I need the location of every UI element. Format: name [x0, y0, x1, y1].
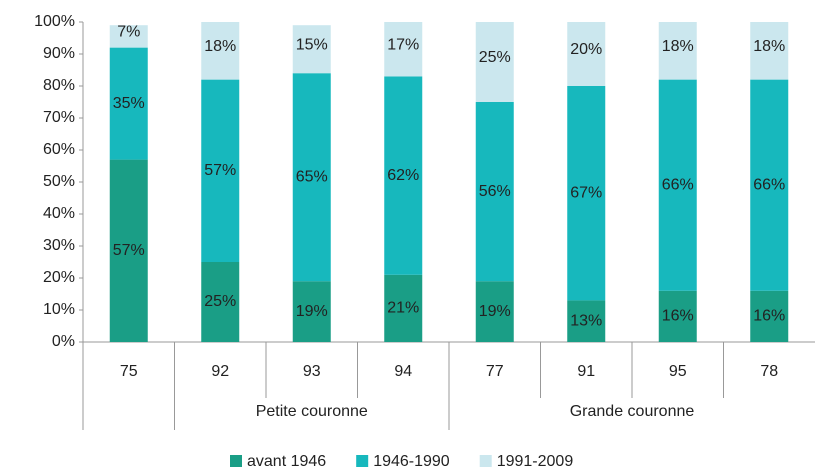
- bar-segment: [292, 281, 331, 342]
- legend-swatch: [230, 455, 242, 467]
- x-tick-label: 95: [669, 363, 687, 380]
- data-label: 67%: [570, 184, 602, 201]
- data-label: 19%: [296, 303, 328, 320]
- data-label: 16%: [662, 308, 694, 325]
- data-label: 35%: [113, 95, 145, 112]
- y-tick-label: 30%: [43, 237, 75, 254]
- legend-label: avant 1946: [247, 453, 326, 470]
- data-label: 62%: [387, 167, 419, 184]
- y-tick-label: 80%: [43, 77, 75, 94]
- bar-segment: [109, 25, 148, 48]
- bar-segment: [658, 22, 697, 80]
- x-tick-label: 94: [394, 363, 412, 380]
- data-label: 66%: [662, 176, 694, 193]
- group-label: Petite couronne: [256, 403, 368, 420]
- bar-segment: [201, 79, 240, 262]
- bar-segment: [475, 102, 514, 282]
- y-tick-label: 70%: [43, 109, 75, 126]
- data-label: 16%: [753, 308, 785, 325]
- x-tick-label: 93: [303, 363, 321, 380]
- bar-segment: [292, 73, 331, 282]
- legend-swatch: [356, 455, 369, 467]
- bar-segment: [384, 22, 423, 77]
- bar-segment: [567, 86, 606, 301]
- y-tick-label: 10%: [43, 301, 75, 318]
- data-label: 20%: [570, 41, 602, 58]
- bar-segment: [109, 47, 148, 160]
- data-label: 19%: [479, 303, 511, 320]
- data-label: 57%: [204, 162, 236, 179]
- bar-segment: [292, 25, 331, 74]
- bar-segment: [201, 22, 240, 80]
- data-label: 25%: [479, 49, 511, 66]
- legend-label: 1946-1990: [373, 453, 450, 470]
- data-label: 65%: [296, 168, 328, 185]
- legend-label: 1991-2009: [497, 453, 574, 470]
- data-label: 17%: [387, 36, 419, 53]
- data-label: 66%: [753, 176, 785, 193]
- data-label: 25%: [204, 293, 236, 310]
- data-label: 21%: [387, 300, 419, 317]
- data-label: 57%: [113, 242, 145, 259]
- bar-segment: [658, 79, 697, 291]
- bar-segment: [567, 300, 606, 342]
- legend-swatch: [479, 455, 492, 467]
- data-label: 18%: [753, 38, 785, 55]
- bar-segment: [750, 290, 789, 342]
- y-tick-label: 50%: [43, 173, 75, 190]
- bar-segment: [750, 79, 789, 291]
- data-label: 56%: [479, 183, 511, 200]
- x-tick-label: 75: [120, 363, 138, 380]
- x-tick-label: 77: [486, 363, 504, 380]
- bar-segment: [384, 76, 423, 275]
- y-tick-label: 0%: [52, 333, 75, 350]
- bar-segment: [658, 290, 697, 342]
- y-tick-label: 60%: [43, 141, 75, 158]
- bar-segment: [475, 22, 514, 102]
- y-tick-label: 20%: [43, 269, 75, 286]
- x-tick-label: 91: [577, 363, 595, 380]
- x-tick-label: 78: [760, 363, 778, 380]
- y-tick-label: 40%: [43, 205, 75, 222]
- y-tick-label: 100%: [34, 13, 75, 30]
- data-label: 15%: [296, 36, 328, 53]
- group-label: Grande couronne: [570, 403, 695, 420]
- data-label: 18%: [204, 38, 236, 55]
- data-label: 18%: [662, 38, 694, 55]
- data-label: 13%: [570, 312, 602, 329]
- bar-segment: [384, 274, 423, 342]
- bar-segment: [567, 22, 606, 86]
- bar-segment: [475, 281, 514, 342]
- bar-segment: [201, 262, 240, 342]
- x-tick-label: 92: [211, 363, 229, 380]
- data-label: 7%: [117, 24, 140, 41]
- bar-segment: [109, 159, 148, 342]
- y-tick-label: 90%: [43, 45, 75, 62]
- bar-segment: [750, 22, 789, 80]
